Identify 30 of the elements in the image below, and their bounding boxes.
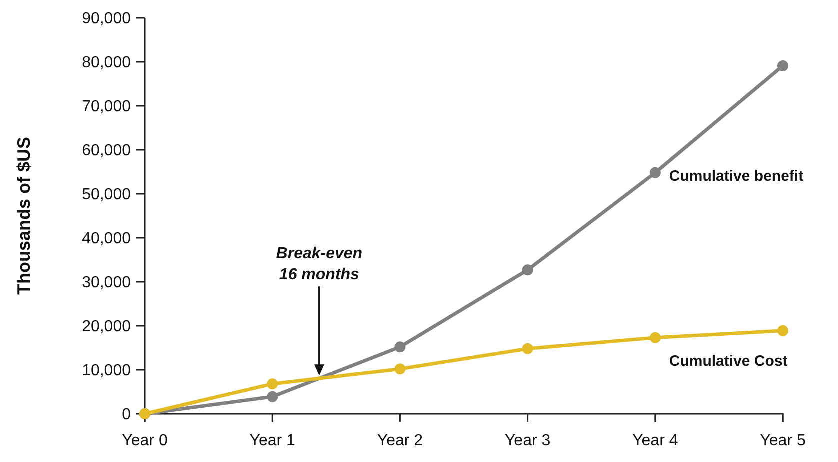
point xyxy=(267,378,278,390)
point xyxy=(778,60,788,72)
x-tick-label: Year 5 xyxy=(760,432,806,450)
y-tick-label: 60,000 xyxy=(82,142,132,160)
x-tick-label: Year 1 xyxy=(250,432,296,450)
y-tick-label: 20,000 xyxy=(82,318,132,336)
x-tick-label: Year 4 xyxy=(632,432,678,450)
point xyxy=(522,264,534,276)
y-tick-label: 0 xyxy=(122,406,132,424)
x-tick-label: Year 2 xyxy=(377,432,424,450)
y-tick-label: 40,000 xyxy=(82,230,132,248)
point xyxy=(778,325,788,336)
point xyxy=(650,167,661,178)
y-axis-title: Thousands of $US xyxy=(14,136,34,296)
y-tick-label: 80,000 xyxy=(82,54,132,72)
x-tick-label: Year 3 xyxy=(504,432,551,450)
point xyxy=(394,364,406,375)
y-tick-label: 70,000 xyxy=(82,98,132,116)
y-tick-label: 10,000 xyxy=(82,362,132,380)
series-label: Cumulative benefit xyxy=(669,168,804,185)
series-label: Cumulative Cost xyxy=(669,352,788,370)
point xyxy=(522,343,534,354)
point xyxy=(394,342,406,353)
annotation: Break-even 16 months xyxy=(276,246,363,284)
point xyxy=(267,391,278,402)
y-tick-label: 50,000 xyxy=(82,186,132,204)
point xyxy=(650,332,661,344)
y-tick-label: 30,000 xyxy=(82,274,132,292)
y-tick-label: 90,000 xyxy=(82,10,132,28)
x-tick-label: Year 0 xyxy=(122,432,168,450)
